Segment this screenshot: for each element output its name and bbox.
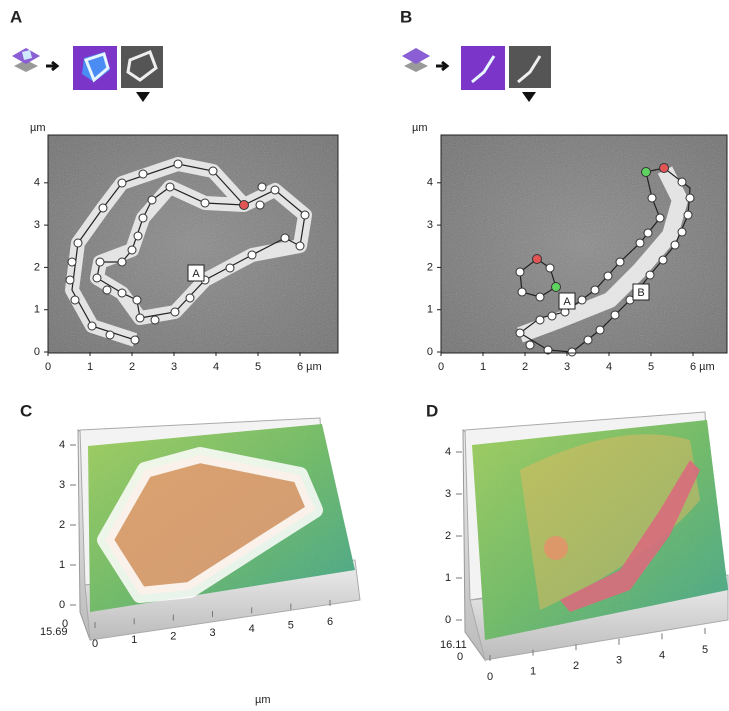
x-tick-label: 0	[487, 671, 493, 683]
annotation: A	[559, 293, 575, 309]
x-tick-label: 0	[438, 361, 444, 373]
figure: A µm A B µm	[0, 0, 729, 706]
sem-image	[48, 135, 338, 353]
z-tick-label: 0	[445, 614, 451, 626]
x-tick-label: 4	[213, 361, 219, 373]
x-tick-label: 6 µm	[690, 361, 715, 373]
x-unit: µm	[255, 694, 271, 706]
x-tick-label: 1	[530, 666, 536, 678]
x-tick-label: 3	[616, 655, 622, 667]
height-label: 16.11	[440, 639, 467, 651]
x-tick-label: 1	[480, 361, 486, 373]
y-tick-label: 2	[427, 261, 433, 273]
y-tick-label: 3	[34, 219, 40, 231]
x-tick-label: 5	[648, 361, 654, 373]
origin-label: 0	[62, 618, 68, 630]
x-tick-label: 2	[129, 361, 135, 373]
x-tick-label: 4	[249, 623, 255, 635]
origin-label: 0	[457, 651, 463, 663]
x-tick-label: 3	[171, 361, 177, 373]
x-tick-label: 2	[170, 631, 176, 643]
x-tick-label: 6 µm	[297, 361, 322, 373]
z-tick-label: 1	[445, 572, 451, 584]
x-tick-label: 4	[606, 361, 612, 373]
surface-3d	[78, 418, 360, 640]
z-tick-label: 2	[445, 530, 451, 542]
z-tick-label: 4	[445, 446, 451, 458]
sem-image	[441, 135, 727, 356]
z-tick-label: 3	[59, 479, 65, 491]
z-tick-label: 3	[445, 488, 451, 500]
x-tick-label: 3	[209, 627, 215, 639]
annotation-text: B	[637, 287, 644, 299]
icon-stack	[402, 46, 551, 102]
y-tick-label: 1	[427, 304, 433, 316]
x-tick-label: 4	[659, 649, 665, 661]
panel-label: C	[20, 401, 32, 420]
panel-label: D	[426, 401, 438, 420]
x-tick-label: 6	[327, 616, 333, 628]
z-tick-label: 4	[59, 439, 65, 451]
annotation-text: A	[563, 296, 571, 308]
z-tick-label: 1	[59, 559, 65, 571]
icon-stack	[12, 46, 163, 102]
x-tick-label: 5	[288, 620, 294, 632]
y-unit: µm	[412, 122, 428, 134]
y-tick-label: 0	[427, 346, 433, 358]
panel-label: B	[400, 7, 412, 26]
y-tick-label: 4	[34, 177, 40, 189]
y-tick-label: 0	[34, 346, 40, 358]
surface-3d	[463, 412, 728, 660]
x-tick-label: 2	[573, 660, 579, 672]
annotation: B	[633, 284, 649, 300]
x-tick-label: 1	[131, 634, 137, 646]
y-unit: µm	[30, 122, 46, 134]
y-tick-label: 3	[427, 219, 433, 231]
x-tick-label: 0	[45, 361, 51, 373]
y-tick-label: 1	[34, 304, 40, 316]
z-tick-label: 0	[59, 599, 65, 611]
y-tick-label: 4	[427, 177, 433, 189]
annotation: A	[188, 265, 204, 281]
x-tick-label: 2	[522, 361, 528, 373]
y-tick-label: 2	[34, 261, 40, 273]
panel-label: A	[10, 7, 22, 26]
x-tick-label: 5	[702, 644, 708, 656]
z-tick-label: 2	[59, 519, 65, 531]
x-tick-label: 3	[564, 361, 570, 373]
x-tick-label: 5	[255, 361, 261, 373]
x-tick-label: 0	[92, 638, 98, 650]
annotation-text: A	[192, 268, 200, 280]
x-tick-label: 1	[87, 361, 93, 373]
